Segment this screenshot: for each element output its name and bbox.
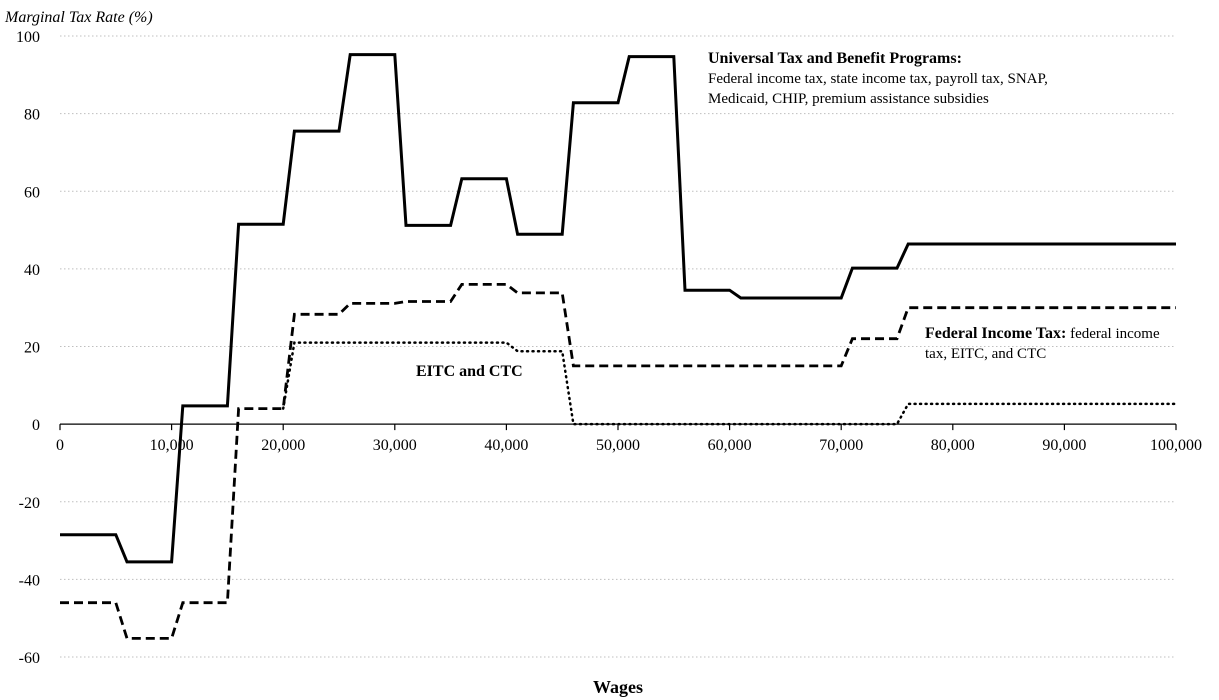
x-tick-labels: 0 10,000 20,000 30,000 40,000 50,000 60,000 70,… — [56, 437, 1202, 454]
annotation-federal-title: Federal Income Tax: — [925, 325, 1066, 342]
series-lines — [60, 53, 1178, 640]
x-tick-label: 90,000 — [1042, 437, 1086, 454]
y-tick-label: -40 — [19, 572, 40, 589]
annotation-federal-rest: federal income — [1066, 326, 1160, 342]
y-tick-label: 0 — [32, 417, 40, 434]
y-tick-label: -60 — [19, 650, 40, 667]
y-tick-labels: 100 80 60 40 20 0 -20 -40 -60 — [16, 29, 40, 667]
x-tick-label: 50,000 — [596, 437, 640, 454]
x-tick-label: 70,000 — [819, 437, 863, 454]
x-tick-label: 20,000 — [261, 437, 305, 454]
x-tick-label: 0 — [56, 437, 64, 454]
y-tick-label: 40 — [24, 262, 40, 279]
annotation-federal-line1: Federal Income Tax: federal income — [925, 325, 1160, 342]
x-axis-title: Wages — [593, 677, 643, 697]
y-tick-label: -20 — [19, 495, 40, 512]
annotation-universal-title: Universal Tax and Benefit Programs: — [708, 50, 962, 67]
x-tick-label: 100,000 — [1150, 437, 1202, 454]
y-tick-label: 20 — [24, 340, 40, 357]
y-tick-label: 80 — [24, 107, 40, 124]
annotation-federal-line2: tax, EITC, and CTC — [925, 346, 1046, 362]
annotation-universal: Universal Tax and Benefit Programs: Fede… — [708, 50, 1048, 107]
series-universal-line — [60, 53, 1176, 564]
y-axis-title: Marginal Tax Rate (%) — [4, 9, 153, 26]
x-tick-label: 40,000 — [484, 437, 528, 454]
series-eitc-ctc-line — [281, 341, 1178, 426]
y-tick-label: 60 — [24, 184, 40, 201]
annotation-federal: Federal Income Tax: federal income tax, … — [925, 325, 1160, 362]
x-tick-label: 30,000 — [373, 437, 417, 454]
annotation-eitc-ctc: EITC and CTC — [416, 363, 523, 380]
x-tick-label: 60,000 — [708, 437, 752, 454]
annotation-universal-line1: Federal income tax, state income tax, pa… — [708, 71, 1048, 87]
series-federal-income-tax-line — [60, 282, 1176, 640]
x-tick-label: 10,000 — [150, 437, 194, 454]
x-tick-label: 80,000 — [931, 437, 975, 454]
annotation-universal-line2: Medicaid, CHIP, premium assistance subsi… — [708, 91, 989, 107]
y-tick-label: 100 — [16, 29, 40, 46]
